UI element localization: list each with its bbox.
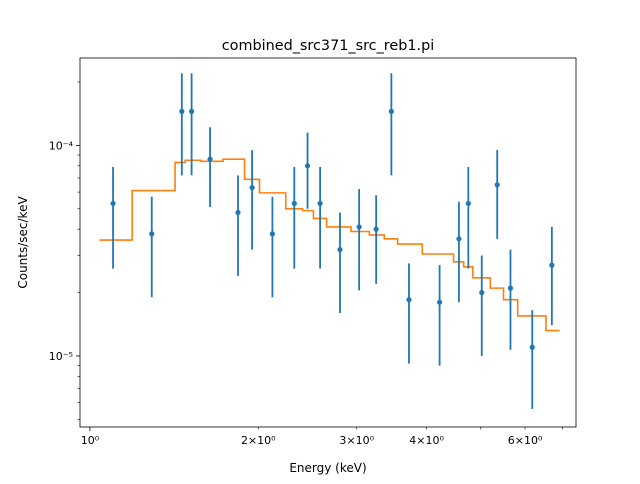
- data-point-1: [149, 231, 155, 237]
- data-point-13: [373, 226, 379, 232]
- data-point-7: [269, 231, 276, 237]
- chart-title: combined_src371_src_reb1.pi: [222, 38, 435, 54]
- data-point-15: [406, 297, 412, 303]
- data-point-19: [479, 289, 485, 296]
- data-point-12: [356, 224, 362, 230]
- axes: 10⁰ 2×10⁰ 3×10⁰ 4×10⁰ 6×10⁰ 10⁻⁵ 10⁻⁴: [49, 81, 563, 447]
- data-point-21: [507, 285, 514, 291]
- data-point-20: [494, 182, 500, 188]
- x-tick-label-minor-2: 4×10⁰: [409, 434, 444, 447]
- x-axis-label: Energy (keV): [289, 461, 366, 475]
- data-point-3: [189, 108, 195, 115]
- data-point-10: [317, 200, 323, 207]
- data-point-16: [436, 299, 443, 305]
- y-axis-label: Counts/sec/keV: [16, 196, 30, 289]
- data-point-14: [388, 108, 394, 115]
- data-point-6: [249, 185, 255, 191]
- data-point-11: [337, 247, 343, 253]
- data-point-23: [549, 262, 555, 268]
- data-point-17: [456, 236, 462, 242]
- x-tick-label-minor-0: 2×10⁰: [241, 434, 276, 447]
- plot-frame: [79, 57, 577, 428]
- data-point-2: [179, 108, 185, 115]
- x-tick-label-major-0: 10⁰: [81, 434, 100, 447]
- data-point-5: [235, 209, 241, 216]
- x-tick-label-minor-1: 3×10⁰: [339, 434, 374, 447]
- data-point-22: [529, 344, 535, 350]
- y-tick-label-1: 10⁻⁴: [49, 139, 74, 152]
- x-tick-label-minor-4: 6×10⁰: [508, 434, 543, 447]
- model-step-line: [99, 158, 560, 332]
- y-tick-label-0: 10⁻⁵: [49, 350, 73, 363]
- data-point-8: [291, 200, 297, 207]
- plot-area: [99, 73, 560, 410]
- data-point-4: [207, 156, 213, 162]
- data-point-18: [465, 200, 471, 207]
- data-point-9: [304, 163, 311, 169]
- data-point-0: [110, 200, 116, 207]
